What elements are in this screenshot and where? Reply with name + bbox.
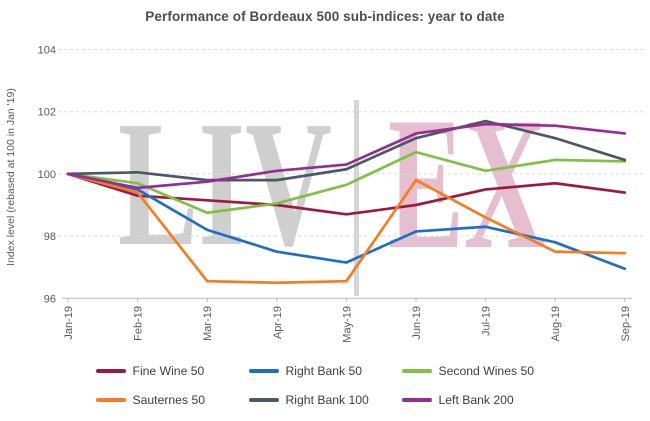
legend-item: Left Bank 200 bbox=[401, 389, 555, 411]
x-tick-label: May-19 bbox=[341, 306, 353, 343]
legend-swatch bbox=[401, 398, 432, 402]
watermark-left-text: LIV bbox=[118, 84, 332, 283]
chart-title: Performance of Bordeaux 500 sub-indices:… bbox=[145, 9, 505, 24]
x-tick-label: Sep-19 bbox=[620, 306, 632, 341]
y-axis-title: Index level (rebased at 100 in Jan '19) bbox=[5, 88, 17, 266]
watermark-divider bbox=[354, 100, 359, 296]
chart-legend: Fine Wine 50 Right Bank 50 Second Wines 50… bbox=[0, 360, 650, 411]
series-line-right-bank-100 bbox=[66, 119, 627, 182]
legend-label: Left Bank 200 bbox=[438, 393, 514, 407]
series-line-sauternes-50 bbox=[66, 172, 627, 285]
x-tick-label: Feb-19 bbox=[133, 306, 145, 341]
legend-label: Second Wines 50 bbox=[438, 364, 535, 378]
legend-swatch bbox=[95, 398, 126, 402]
legend-label: Right Bank 100 bbox=[285, 393, 369, 407]
y-tick-label: 104 bbox=[38, 45, 56, 57]
series-line-second-wines-50 bbox=[66, 150, 627, 215]
series-line-left-bank-200 bbox=[66, 122, 627, 190]
y-tick-label: 102 bbox=[38, 107, 56, 119]
x-tick-label: Aug-19 bbox=[550, 306, 562, 341]
x-tick-label: Apr-19 bbox=[272, 306, 284, 339]
x-tick-label: Jan-19 bbox=[63, 306, 75, 340]
legend-item: Right Bank 100 bbox=[248, 389, 402, 411]
series-line-right-bank-50 bbox=[66, 172, 627, 271]
legend-item: Second Wines 50 bbox=[401, 360, 555, 382]
legend-item: Sauternes 50 bbox=[95, 389, 249, 411]
legend-swatch bbox=[248, 398, 279, 402]
legend-label: Right Bank 50 bbox=[285, 364, 363, 378]
series-line-fine-wine-50 bbox=[66, 172, 627, 216]
x-tick-label: Jun-19 bbox=[411, 306, 423, 340]
legend-item: Right Bank 50 bbox=[248, 360, 402, 382]
x-tick-label: Jul-19 bbox=[481, 306, 493, 336]
y-tick-label: 100 bbox=[38, 169, 56, 181]
y-tick-label: 98 bbox=[44, 231, 56, 243]
legend-label: Sauternes 50 bbox=[132, 393, 206, 407]
legend-item: Fine Wine 50 bbox=[95, 360, 249, 382]
legend-swatch bbox=[95, 369, 126, 373]
y-tick-label: 96 bbox=[44, 293, 56, 305]
x-tick-label: Mar-19 bbox=[202, 306, 214, 341]
legend-swatch bbox=[248, 369, 279, 373]
legend-label: Fine Wine 50 bbox=[132, 364, 205, 378]
legend-swatch bbox=[401, 369, 432, 373]
